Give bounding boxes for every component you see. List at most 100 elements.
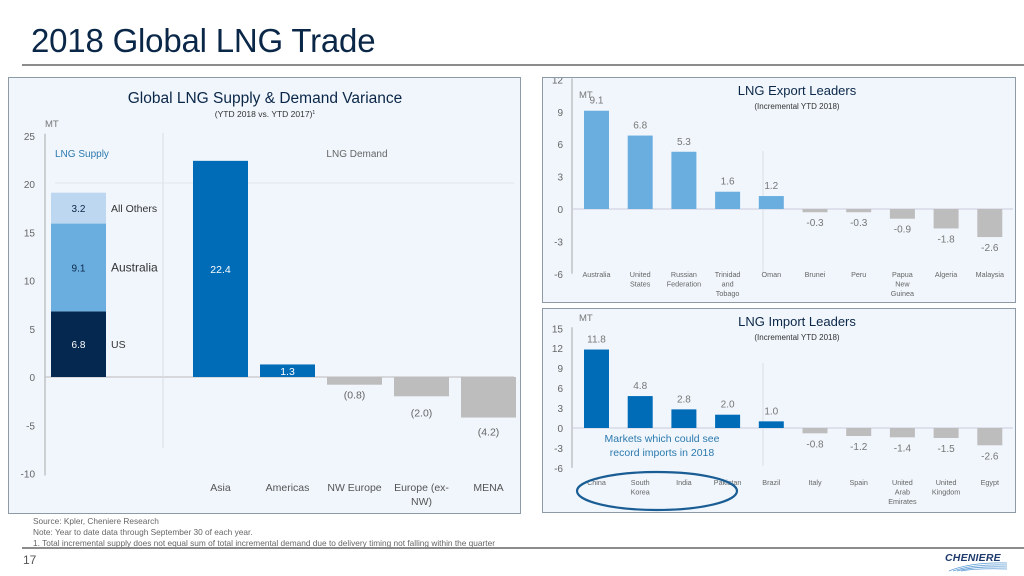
source-note: Source: Kpler, Cheniere Research [33, 516, 159, 526]
value-label: -1.5 [937, 444, 955, 455]
value-label: 2.8 [677, 394, 691, 405]
y-tick-label: 0 [557, 424, 563, 435]
bar [846, 209, 872, 213]
x-tick-label: Australia [583, 270, 611, 279]
x-tick-label: Brunei [805, 270, 826, 279]
x-tick-label: Oman [762, 270, 782, 279]
value-label: 1.6 [721, 177, 735, 188]
bar [846, 428, 872, 436]
x-tick-label: Brazil [762, 478, 780, 487]
chart-subtitle: (Incremental YTD 2018) [754, 102, 840, 111]
value-label: -2.6 [981, 243, 999, 254]
bar [627, 135, 653, 209]
value-label: -2.6 [981, 451, 999, 462]
x-tick-label: Russian [671, 270, 697, 279]
y-tick-label: -10 [21, 470, 36, 481]
x-tick-label: Asia [210, 482, 231, 494]
y-tick-label: 12 [552, 344, 564, 355]
bar [584, 110, 609, 209]
y-tick-label: 3 [557, 173, 563, 184]
value-label: 2.0 [721, 400, 735, 411]
y-tick-label: -6 [554, 464, 563, 475]
x-tick-label: Guinea [891, 289, 914, 298]
bar [627, 396, 653, 428]
demand-bar [327, 377, 382, 385]
value-label: -1.2 [850, 442, 868, 453]
supply-bar-all-others [51, 192, 106, 224]
date-note: Note: Year to date data through Septembe… [33, 527, 253, 537]
demand-value-label: (0.8) [344, 390, 366, 402]
x-tick-label: MENA [473, 482, 503, 494]
chart-subtitle: (Incremental YTD 2018) [754, 333, 840, 342]
value-label: 4.8 [633, 381, 647, 392]
x-tick-label: States [630, 280, 651, 289]
demand-section-label: LNG Demand [326, 149, 387, 160]
y-tick-label: 3 [557, 404, 563, 415]
x-tick-label: Spain [850, 478, 868, 487]
logo-text: CHENIERE [945, 552, 1001, 564]
value-label: 9.1 [590, 96, 604, 107]
bar [671, 409, 697, 428]
y-tick-label: -5 [26, 421, 35, 432]
annotation-line-2: record imports in 2018 [610, 447, 715, 459]
chart-title: Global LNG Supply & Demand Variance [128, 90, 403, 107]
bar [889, 209, 915, 219]
x-tick-label: Tobago [716, 289, 740, 298]
bar [715, 414, 741, 428]
y-tick-label: 0 [557, 205, 563, 216]
value-label: 11.8 [587, 335, 606, 346]
y-tick-label: 10 [24, 277, 36, 288]
x-tick-label: Federation [667, 280, 701, 289]
bar [977, 428, 1003, 446]
page-title: 2018 Global LNG Trade [31, 22, 376, 59]
export-leaders-chart: LNG Export Leaders (Incremental YTD 2018)… [552, 78, 1013, 298]
bar [758, 196, 784, 209]
x-tick-label: United [936, 478, 957, 487]
demand-value-label: (2.0) [411, 407, 433, 419]
y-tick-label: 6 [557, 140, 563, 151]
import-leaders-chart: LNG Import Leaders (Incremental YTD 2018)… [552, 313, 1013, 512]
bar [758, 421, 784, 428]
x-tick-label: Emirates [888, 497, 917, 506]
annotation-line-1: Markets which could see [605, 433, 720, 445]
y-axis-unit: MT [579, 313, 593, 324]
x-tick-label: and [722, 280, 734, 289]
value-label: -0.3 [850, 218, 868, 229]
chart-title: LNG Export Leaders [738, 83, 857, 98]
value-label: 5.3 [677, 137, 691, 148]
supply-value-label: 9.1 [72, 263, 86, 274]
footnote-mark: 1 [312, 110, 315, 116]
x-tick-label: Korea [631, 488, 650, 497]
footer-divider [22, 547, 1024, 549]
supply-demand-chart-panel: Global LNG Supply & Demand Variance (YTD … [8, 77, 521, 514]
x-tick-label: Italy [808, 478, 822, 487]
supply-value-label: 6.8 [72, 340, 86, 351]
demand-value-label: 22.4 [210, 264, 231, 276]
value-label: 1.2 [764, 181, 778, 192]
x-tick-label: Kingdom [932, 488, 960, 497]
supply-bar-us [51, 311, 106, 377]
bar [671, 151, 697, 209]
demand-bar [394, 377, 449, 397]
bar [802, 428, 828, 434]
y-tick-label: 9 [557, 364, 563, 375]
y-tick-label: 15 [24, 228, 36, 239]
supply-series-label: US [111, 339, 126, 351]
y-tick-label: -6 [554, 270, 563, 281]
import-leaders-chart-panel: LNG Import Leaders (Incremental YTD 2018)… [542, 308, 1016, 513]
chart-subtitle: (YTD 2018 vs. YTD 2017)1 [215, 109, 316, 119]
demand-value-label: (4.2) [478, 427, 500, 439]
x-tick-label: Americas [266, 482, 310, 494]
x-tick-label: China [587, 478, 606, 487]
export-leaders-chart-panel: LNG Export Leaders (Incremental YTD 2018)… [542, 77, 1016, 303]
x-tick-label: Europe (ex- [394, 482, 449, 494]
y-tick-label: -3 [554, 444, 563, 455]
x-tick-label: New [895, 280, 910, 289]
supply-bar-australia [51, 223, 106, 312]
x-tick-label: Peru [851, 270, 866, 279]
demand-bar [193, 160, 248, 377]
supply-series-label: All Others [111, 203, 157, 215]
chart-title: LNG Import Leaders [738, 314, 856, 329]
y-tick-label: 5 [29, 325, 35, 336]
x-tick-label: Egypt [981, 478, 999, 487]
